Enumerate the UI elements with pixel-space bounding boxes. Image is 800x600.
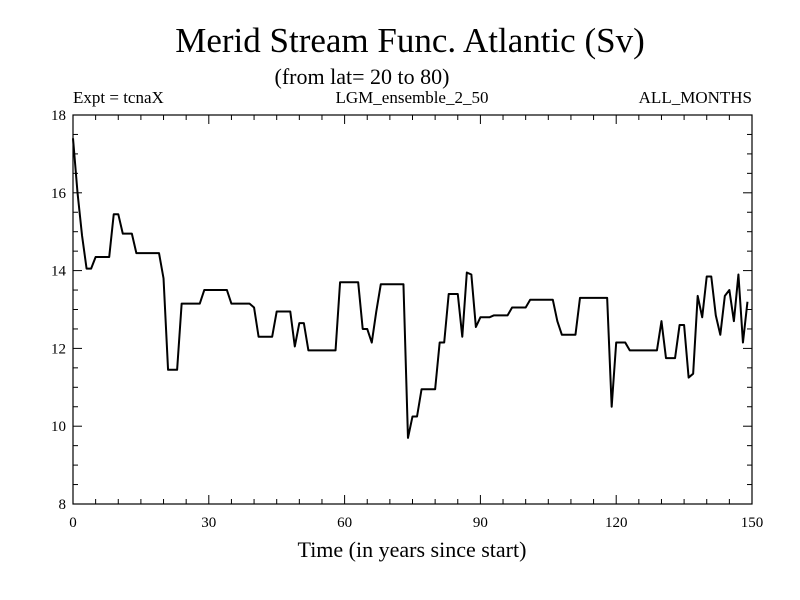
x-tick-label: 150: [741, 515, 764, 531]
header-ensemble: LGM_ensemble_2_50: [336, 88, 489, 107]
y-tick-label: 16: [51, 186, 67, 202]
x-tick-label: 120: [605, 515, 628, 531]
y-tick-label: 12: [51, 341, 66, 357]
y-tick-label: 14: [51, 264, 67, 280]
chart-title: Merid Stream Func. Atlantic (Sv): [175, 21, 645, 60]
plot-frame: [72, 114, 753, 505]
header-months: ALL_MONTHS: [639, 88, 752, 107]
x-tick-label: 90: [473, 515, 488, 531]
axis-ticks: [72, 114, 753, 505]
x-tick-label: 30: [201, 515, 216, 531]
y-tick-label: 10: [51, 419, 66, 435]
y-tick-label: 18: [51, 108, 66, 124]
x-axis-label: Time (in years since start): [298, 537, 527, 562]
y-tick-labels: 8 10 12 14 16 18: [51, 108, 67, 513]
y-tick-label: 8: [59, 497, 67, 513]
x-tick-label: 60: [337, 515, 352, 531]
chart-subtitle: (from lat= 20 to 80): [275, 64, 450, 89]
series-line: [72, 138, 749, 439]
header-experiment: Expt = tcnaX: [73, 88, 164, 107]
x-tick-labels: 0 30 60 90 120 150: [69, 515, 763, 531]
x-tick-label: 0: [69, 515, 77, 531]
